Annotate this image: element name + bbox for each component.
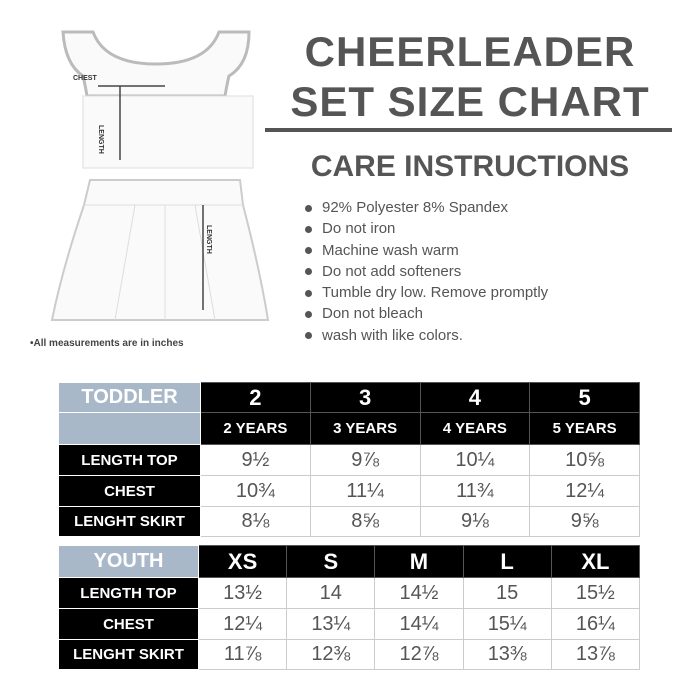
- cell: 15¼: [462, 608, 552, 640]
- table-row: LENGTH TOP 9½ 9⅞ 10¼ 10⅝: [58, 444, 640, 476]
- size-header: L: [462, 545, 552, 578]
- cell: 14¼: [374, 608, 464, 640]
- cell: 10¾: [200, 475, 311, 507]
- measurement-note: •All measurements are in inches: [30, 338, 184, 349]
- care-heading: CARE INSTRUCTIONS: [310, 150, 630, 183]
- row-label: CHEST: [58, 475, 201, 507]
- cell: 11¾: [419, 475, 531, 507]
- table-row: LENGHT SKIRT 11⅞ 12⅜ 12⅞ 13⅜ 13⅞: [58, 639, 641, 670]
- age-header: 3 YEARS: [309, 412, 421, 445]
- crop-top: [61, 30, 251, 98]
- cell: 9⅞: [309, 444, 421, 476]
- skirt: [50, 179, 270, 321]
- title-divider: [265, 128, 672, 132]
- age-header: 5 YEARS: [529, 412, 640, 445]
- row-label: LENGTH TOP: [58, 577, 199, 609]
- title-line-1: CHEERLEADER: [304, 28, 636, 75]
- cell: 8⅝: [309, 506, 421, 537]
- cell: 12¼: [197, 608, 288, 640]
- cell: 12⅞: [374, 639, 464, 670]
- cell: 15½: [550, 577, 641, 609]
- cell: 12¼: [529, 475, 640, 507]
- youth-table: YOUTH XS S M L XL LENGTH TOP 13½ 14 14½ …: [58, 545, 641, 670]
- cell: 9⅝: [529, 506, 640, 537]
- care-item: 92% Polyester 8% Spandex: [305, 197, 548, 218]
- table-row: LENGTH TOP 13½ 14 14½ 15 15½: [58, 577, 641, 609]
- chest-label: CHEST: [73, 75, 97, 82]
- cell: 10¼: [419, 444, 531, 476]
- size-header: M: [374, 545, 464, 578]
- cell: 13⅞: [550, 639, 641, 670]
- cell: 13½: [197, 577, 288, 609]
- cell: 14: [286, 577, 376, 609]
- care-list: 92% Polyester 8% Spandex Do not iron Mac…: [305, 197, 548, 346]
- care-item: Machine wash warm: [305, 240, 548, 261]
- size-header: 3: [309, 382, 421, 413]
- youth-label: YOUTH: [58, 545, 199, 578]
- cell: 11¼: [309, 475, 421, 507]
- cell: 9½: [200, 444, 311, 476]
- cell: 12⅜: [286, 639, 376, 670]
- care-item: Do not add softeners: [305, 261, 548, 282]
- skirt-length-label: LENGTH: [205, 225, 212, 254]
- table-row: CHEST 10¾ 11¼ 11¾ 12¼: [58, 475, 640, 507]
- care-item: wash with like colors.: [305, 325, 548, 346]
- toddler-table: TODDLER 2 3 4 5 2 YEARS 3 YEARS 4 YEARS …: [58, 382, 640, 537]
- toddler-label: TODDLER: [58, 382, 201, 413]
- cell: 16¼: [550, 608, 641, 640]
- cell: 10⅝: [529, 444, 640, 476]
- length-label: LENGTH: [97, 125, 104, 154]
- row-label: CHEST: [58, 608, 199, 640]
- care-item: Don not bleach: [305, 303, 548, 324]
- title-line-2: SET SIZE CHART: [290, 78, 650, 125]
- garment-illustration: [50, 30, 270, 321]
- size-header: 2: [200, 382, 311, 413]
- cell: 8⅛: [200, 506, 311, 537]
- table-row: CHEST 12¼ 13¼ 14¼ 15¼ 16¼: [58, 608, 641, 640]
- size-header: XL: [550, 545, 641, 578]
- age-header: 2 YEARS: [200, 412, 311, 445]
- care-item: Do not iron: [305, 218, 548, 239]
- cell: 9⅛: [419, 506, 531, 537]
- size-header: 4: [419, 382, 531, 413]
- care-item: Tumble dry low. Remove promptly: [305, 282, 548, 303]
- age-header: 4 YEARS: [419, 412, 531, 445]
- toddler-label-blank: [58, 412, 201, 445]
- size-header: XS: [197, 545, 288, 578]
- cell: 14½: [374, 577, 464, 609]
- table-row: LENGHT SKIRT 8⅛ 8⅝ 9⅛ 9⅝: [58, 506, 640, 537]
- size-header: S: [286, 545, 376, 578]
- cell: 11⅞: [197, 639, 288, 670]
- row-label: LENGHT SKIRT: [58, 506, 201, 537]
- cell: 13¼: [286, 608, 376, 640]
- cell: 15: [462, 577, 552, 609]
- size-header: 5: [529, 382, 640, 413]
- cell: 13⅜: [462, 639, 552, 670]
- row-label: LENGTH TOP: [58, 444, 201, 476]
- row-label: LENGHT SKIRT: [58, 639, 199, 670]
